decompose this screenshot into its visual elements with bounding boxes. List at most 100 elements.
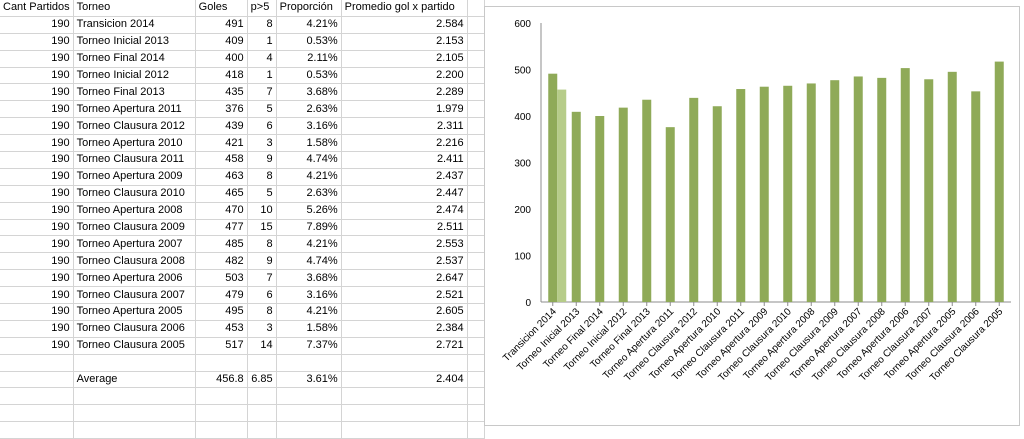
table-cell[interactable]: 3 xyxy=(247,134,277,153)
empty-cell[interactable] xyxy=(0,354,74,372)
table-cell[interactable]: 190 xyxy=(0,151,74,169)
empty-cell[interactable] xyxy=(247,421,277,439)
table-cell[interactable]: 190 xyxy=(0,252,74,271)
table-cell[interactable]: Torneo Apertura 2007 xyxy=(73,235,196,254)
table-cell[interactable]: 1 xyxy=(247,33,277,51)
table-cell[interactable]: 190 xyxy=(0,202,74,220)
table-cell[interactable]: 6 xyxy=(247,117,277,136)
table-cell[interactable]: 190 xyxy=(0,303,74,321)
empty-cell[interactable] xyxy=(0,387,74,406)
table-cell[interactable]: 2.647 xyxy=(341,269,468,288)
table-cell[interactable]: 3.16% xyxy=(276,117,342,136)
empty-cell[interactable] xyxy=(467,269,485,288)
table-cell[interactable]: 2.605 xyxy=(341,303,468,321)
empty-cell[interactable] xyxy=(341,421,468,439)
table-cell[interactable]: 517 xyxy=(195,337,248,355)
table-cell[interactable]: 2.384 xyxy=(341,320,468,338)
table-cell[interactable]: Torneo Apertura 2005 xyxy=(73,303,196,321)
table-cell[interactable]: 5.26% xyxy=(276,202,342,220)
table-cell[interactable]: 2.11% xyxy=(276,50,342,68)
table-cell[interactable]: 3.68% xyxy=(276,83,342,102)
table-cell[interactable]: Torneo Clausura 2010 xyxy=(73,185,196,203)
table-cell[interactable]: 482 xyxy=(195,252,248,271)
average-p5[interactable]: 6.85 xyxy=(247,371,277,389)
table-cell[interactable]: 503 xyxy=(195,269,248,288)
table-cell[interactable]: 5 xyxy=(247,100,277,119)
table-cell[interactable]: 4 xyxy=(247,50,277,68)
empty-cell[interactable] xyxy=(467,33,485,51)
table-cell[interactable]: Torneo Clausura 2012 xyxy=(73,117,196,136)
empty-cell[interactable] xyxy=(467,252,485,271)
table-cell[interactable]: 418 xyxy=(195,67,248,85)
table-cell[interactable]: 2.437 xyxy=(341,168,468,186)
average-proporcion[interactable]: 3.61% xyxy=(276,371,342,389)
table-cell[interactable]: 400 xyxy=(195,50,248,68)
table-cell[interactable]: 376 xyxy=(195,100,248,119)
table-cell[interactable]: 7.37% xyxy=(276,337,342,355)
header-cell[interactable]: Proporción xyxy=(276,0,342,17)
table-cell[interactable]: 7.89% xyxy=(276,219,342,237)
table-cell[interactable]: 2.474 xyxy=(341,202,468,220)
table-cell[interactable]: 2.584 xyxy=(341,16,468,34)
table-cell[interactable]: 190 xyxy=(0,320,74,338)
table-cell[interactable]: 190 xyxy=(0,286,74,305)
empty-cell[interactable] xyxy=(467,371,485,389)
table-cell[interactable]: 190 xyxy=(0,83,74,102)
table-cell[interactable]: 190 xyxy=(0,100,74,119)
average-promedio[interactable]: 2.404 xyxy=(341,371,468,389)
table-cell[interactable]: 190 xyxy=(0,50,74,68)
empty-cell[interactable] xyxy=(73,421,196,439)
table-cell[interactable]: Torneo Inicial 2012 xyxy=(73,67,196,85)
table-cell[interactable]: 470 xyxy=(195,202,248,220)
table-cell[interactable]: 2.216 xyxy=(341,134,468,153)
empty-cell[interactable] xyxy=(341,404,468,423)
empty-cell[interactable] xyxy=(341,387,468,406)
table-cell[interactable]: 2.721 xyxy=(341,337,468,355)
table-cell[interactable]: 190 xyxy=(0,269,74,288)
table-cell[interactable]: 485 xyxy=(195,235,248,254)
table-cell[interactable]: 1 xyxy=(247,67,277,85)
empty-cell[interactable] xyxy=(276,404,342,423)
empty-cell[interactable] xyxy=(0,371,74,389)
header-cell[interactable]: p>5 xyxy=(247,0,277,17)
table-cell[interactable]: 8 xyxy=(247,16,277,34)
empty-cell[interactable] xyxy=(467,387,485,406)
table-cell[interactable]: Torneo Clausura 2005 xyxy=(73,337,196,355)
table-cell[interactable]: 14 xyxy=(247,337,277,355)
empty-cell[interactable] xyxy=(467,219,485,237)
empty-cell[interactable] xyxy=(467,117,485,136)
table-cell[interactable]: 190 xyxy=(0,235,74,254)
table-cell[interactable]: 2.311 xyxy=(341,117,468,136)
table-cell[interactable]: 190 xyxy=(0,337,74,355)
table-cell[interactable]: 9 xyxy=(247,252,277,271)
table-cell[interactable]: 5 xyxy=(247,185,277,203)
table-cell[interactable]: 9 xyxy=(247,151,277,169)
empty-cell[interactable] xyxy=(195,404,248,423)
table-cell[interactable]: 6 xyxy=(247,286,277,305)
table-cell[interactable]: 1.979 xyxy=(341,100,468,119)
empty-cell[interactable] xyxy=(467,235,485,254)
table-cell[interactable]: 2.537 xyxy=(341,252,468,271)
empty-cell[interactable] xyxy=(467,0,485,17)
table-cell[interactable]: 0.53% xyxy=(276,67,342,85)
table-cell[interactable]: 1.58% xyxy=(276,134,342,153)
table-cell[interactable]: 4.21% xyxy=(276,16,342,34)
table-cell[interactable]: 2.511 xyxy=(341,219,468,237)
empty-cell[interactable] xyxy=(467,185,485,203)
table-cell[interactable]: 2.105 xyxy=(341,50,468,68)
empty-cell[interactable] xyxy=(276,421,342,439)
table-cell[interactable]: 421 xyxy=(195,134,248,153)
table-cell[interactable]: Torneo Apertura 2011 xyxy=(73,100,196,119)
header-cell[interactable]: Promedio gol x partido xyxy=(341,0,468,17)
table-cell[interactable]: 190 xyxy=(0,16,74,34)
table-cell[interactable]: 4.74% xyxy=(276,252,342,271)
table-cell[interactable]: 190 xyxy=(0,168,74,186)
empty-cell[interactable] xyxy=(341,354,468,372)
table-cell[interactable]: 0.53% xyxy=(276,33,342,51)
table-cell[interactable]: 3.68% xyxy=(276,269,342,288)
empty-cell[interactable] xyxy=(467,337,485,355)
table-cell[interactable]: Transicion 2014 xyxy=(73,16,196,34)
table-cell[interactable]: 463 xyxy=(195,168,248,186)
empty-cell[interactable] xyxy=(73,354,196,372)
table-cell[interactable]: Torneo Final 2013 xyxy=(73,83,196,102)
